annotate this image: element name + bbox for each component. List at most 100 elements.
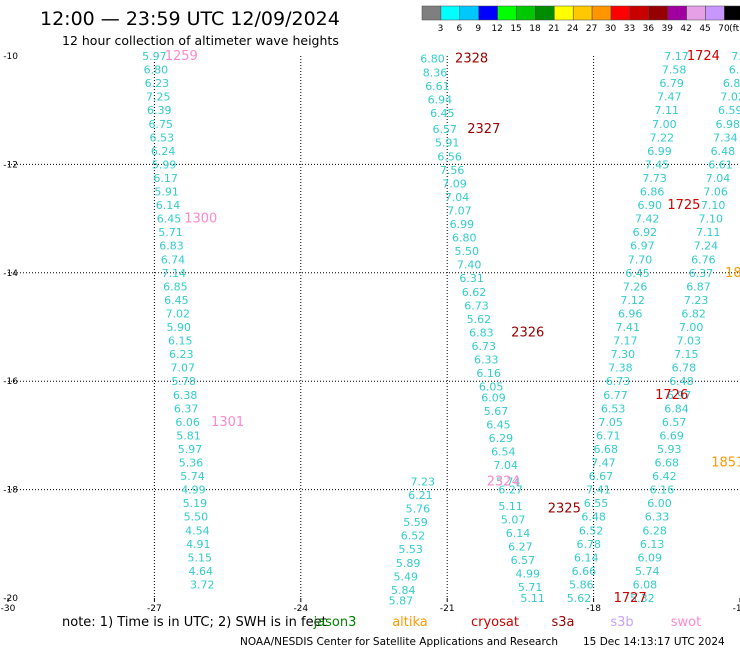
wave-height-value: 7.10: [701, 199, 726, 212]
y-tick-label: -18: [3, 486, 18, 496]
colorbar-swatch: [629, 5, 650, 21]
wave-height-value: 7.00: [652, 118, 677, 131]
wave-height-value: 7.34: [713, 131, 738, 144]
wave-height-value: 6.15: [168, 335, 193, 348]
wave-height-value: 6.87: [686, 280, 711, 293]
wave-height-value: 7.22: [650, 131, 675, 144]
colorbar-label: 27: [586, 24, 597, 34]
wave-height-value: 6.66: [572, 565, 597, 578]
colorbar-label: 30: [605, 24, 617, 34]
wave-height-value: 6.73: [472, 340, 497, 353]
wave-height-value: 6.90: [637, 199, 662, 212]
wave-height-value: 5.11: [498, 500, 523, 513]
wave-height-value: 6.99: [647, 145, 672, 158]
wave-height-value: 6.37: [689, 267, 714, 280]
pass-labels: 1259 1300 1301 2328 2327 2326 2325 2324 1724 1725…: [165, 49, 740, 606]
y-tick-label: -12: [3, 160, 18, 170]
wave-height-value: 6.52: [579, 524, 604, 537]
wave-height-value: 4.91: [186, 538, 211, 551]
axis-ticks: -30 -27 -24 -21 -18 -15 -10 -12 -14 -16 -18 -20: [1, 52, 740, 614]
wave-height-value: 6.80: [420, 53, 445, 66]
wave-height-value: 6.23: [145, 77, 170, 90]
colorbar-swatch: [459, 5, 479, 21]
wave-height-value: 3.72: [190, 578, 215, 591]
pass-time-label: 2324: [487, 474, 520, 489]
colorbar-swatch: [686, 5, 706, 21]
wave-height-value: 6.68: [594, 443, 619, 456]
wave-height-value: 7.30: [611, 348, 636, 361]
wave-height-value: 6.82: [681, 307, 706, 320]
wave-height-value: 5.86: [569, 578, 594, 591]
wave-height-value: 6.24: [151, 145, 176, 158]
wave-height-value: 6.76: [691, 253, 716, 266]
x-tick-label: -21: [440, 604, 455, 614]
wave-height-value: 7.02: [720, 91, 740, 104]
wave-height-value: 6.62: [462, 286, 487, 299]
wave-height-value: 6.56: [437, 150, 462, 163]
pass-time-label: 1725: [667, 198, 700, 213]
wave-height-value: 5.67: [484, 405, 509, 418]
wave-height-value: 7.05: [598, 416, 623, 429]
wave-height-value: 5.11: [520, 592, 545, 605]
wave-height-value: 7.10: [698, 213, 723, 226]
wave-height-value: 7.41: [616, 321, 641, 334]
colorbar-swatch: [724, 5, 740, 21]
wave-height-value: 4.99: [515, 568, 540, 581]
wave-height-value: 6.38: [173, 389, 198, 402]
colorbar-label: 45: [699, 24, 710, 34]
wave-height-value: 6.96: [618, 307, 643, 320]
colorbar-label: 21: [548, 24, 559, 34]
wave-height-value: 4.99: [181, 484, 206, 497]
colorbar-swatch: [554, 5, 574, 21]
wave-height-value: 7.23: [684, 294, 709, 307]
wave-height-value: 4.64: [189, 565, 214, 578]
colorbar-label: (ft): [729, 24, 740, 34]
wave-height-value: 6.80: [144, 64, 169, 77]
wave-height-value: 7.11: [655, 104, 680, 117]
wave-height-value: 6.45: [430, 107, 455, 120]
wave-height-value: 5.62: [567, 592, 592, 605]
wave-height-value: 6.86: [640, 186, 665, 199]
mission-legend-altika: altika: [392, 615, 428, 630]
y-tick-label: -10: [3, 52, 18, 62]
pass-time-label: 2327: [467, 122, 500, 137]
wave-height-value: 7.45: [645, 158, 670, 171]
wave-height-value: 6.54: [491, 446, 516, 459]
colorbar-label: 9: [475, 24, 481, 34]
wave-height-value: 7.56: [440, 164, 465, 177]
pass-time-label: 1300: [184, 212, 217, 227]
wave-height-value: 5.99: [152, 158, 177, 171]
wave-height-value: 6.61: [425, 80, 450, 93]
colorbar-label: 42: [680, 24, 691, 34]
wave-height-value: 6.27: [508, 541, 533, 554]
wave-height-value: 6.94: [428, 93, 453, 106]
wave-height-value: 6.45: [157, 213, 182, 226]
wave-height-value: 5.87: [389, 595, 414, 608]
colorbar-label: 24: [567, 24, 579, 34]
colorbar-label: 12: [491, 24, 502, 34]
colorbar-label: 70: [718, 24, 730, 34]
wave-height-value: 5.84: [391, 584, 416, 597]
chart-subtitle: 12 hour collection of altimeter wave hei…: [62, 33, 339, 48]
x-tick-label: -18: [586, 604, 601, 614]
wave-height-value: 5.97: [142, 50, 167, 63]
wave-height-value: 6.27: [498, 484, 523, 497]
wave-height-value: 5.59: [403, 516, 428, 529]
mission-legend-s3a: s3a: [551, 615, 574, 630]
wave-height-value: 6.48: [581, 511, 606, 524]
colorbar-label: 6: [456, 24, 462, 34]
wave-height-value: 5.19: [183, 497, 208, 510]
wave-height-value: 5.53: [398, 543, 423, 556]
wave-height-value: 6.74: [161, 253, 186, 266]
wave-height-value: 5.97: [178, 443, 203, 456]
colorbar-swatch: [610, 5, 631, 21]
wave-height-value: 6.14: [156, 199, 181, 212]
wave-height-value: 6.53: [149, 131, 174, 144]
wave-height-value: 5.74: [635, 565, 660, 578]
pass-time-label: 185: [725, 266, 740, 281]
x-tick-label: -24: [293, 604, 308, 614]
wave-height-value: 7.15: [674, 348, 699, 361]
credit-text: NOAA/NESDIS Center for Satellite Applica…: [240, 636, 558, 648]
colorbar-label: 15: [510, 24, 521, 34]
